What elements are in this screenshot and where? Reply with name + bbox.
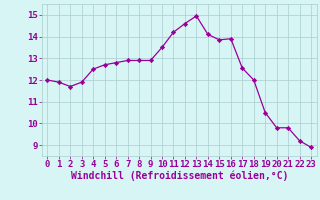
X-axis label: Windchill (Refroidissement éolien,°C): Windchill (Refroidissement éolien,°C): [70, 171, 288, 181]
